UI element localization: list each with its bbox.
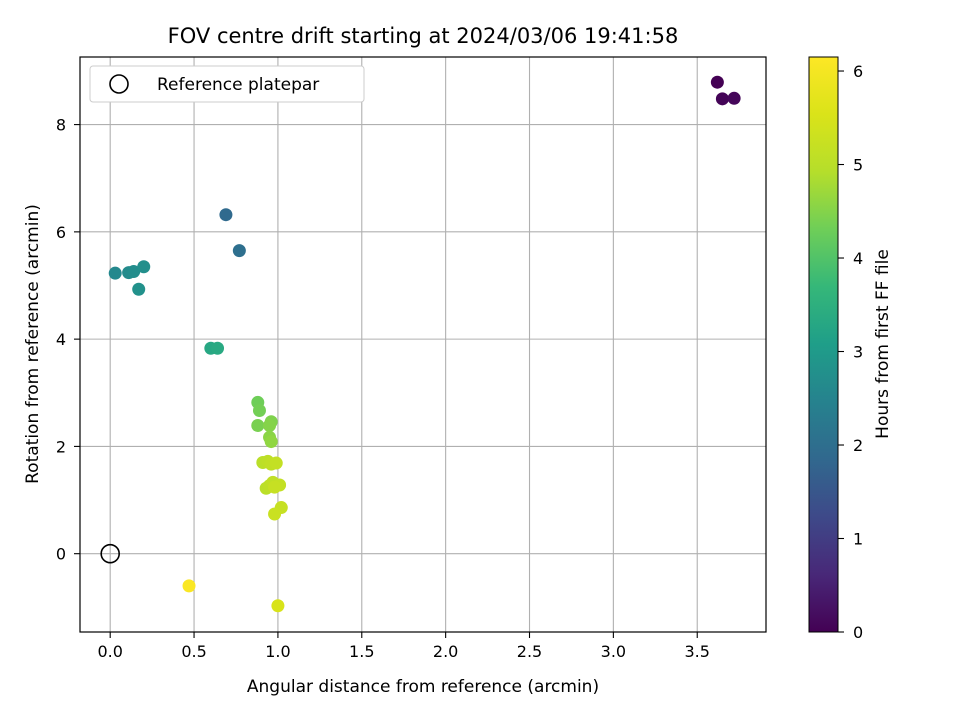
data-point [269,456,283,470]
grid [80,57,766,632]
colorbar-ticks: 0 1 2 3 4 5 6 [838,62,863,642]
colorbar-tick-label: 3 [853,343,863,362]
legend: Reference platepar [89,65,365,103]
data-point [182,579,196,593]
data-point [268,507,282,521]
data-point [268,480,282,494]
y-axis-ticks: 0 2 4 6 8 [56,116,80,564]
x-tick-label: 2.0 [433,642,458,661]
reference-platepar-marker [100,543,120,564]
colorbar-tick-label: 0 [853,623,863,642]
data-point [127,265,141,279]
y-tick-label: 8 [56,116,66,135]
legend-marker-icon [109,74,129,94]
x-axis-label: Angular distance from reference (arcmin) [247,677,599,697]
chart-title: FOV centre drift starting at 2024/03/06 … [168,24,679,48]
x-tick-label: 1.5 [349,642,374,661]
x-tick-label: 0.5 [181,642,206,661]
legend-entry-reference: Reference platepar [157,75,319,95]
y-tick-label: 6 [56,223,66,242]
colorbar-tick-label: 6 [853,62,863,81]
data-point [263,418,277,432]
x-tick-label: 0.0 [97,642,122,661]
colorbar: 0 1 2 3 4 5 6 Hours from first FF file [808,56,893,642]
colorbar-gradient [808,56,839,633]
colorbar-label: Hours from first FF file [873,249,893,439]
colorbar-tick-label: 1 [853,530,863,549]
data-point [108,266,122,280]
data-points [108,75,741,613]
y-tick-label: 4 [56,330,66,349]
data-point [264,435,278,449]
x-tick-label: 3.5 [685,642,710,661]
y-tick-label: 0 [56,545,66,564]
x-axis-ticks: 0.0 0.5 1.0 1.5 2.0 2.5 3.0 3.5 [97,632,710,661]
data-point [710,75,724,89]
x-tick-label: 3.0 [601,642,626,661]
y-axis-label: Rotation from reference (arcmin) [23,204,43,484]
data-point [232,244,246,258]
y-tick-label: 2 [56,437,66,456]
plot-frame [79,56,767,633]
legend-box [89,65,365,103]
data-point [251,418,265,432]
data-point [132,282,146,296]
x-tick-label: 1.0 [265,642,290,661]
x-tick-label: 2.5 [517,642,542,661]
data-point [271,599,285,613]
colorbar-tick-label: 2 [853,436,863,455]
data-point [211,341,225,355]
data-point [252,403,266,417]
data-point [219,208,233,222]
data-point [715,92,729,106]
data-point [727,91,741,105]
colorbar-tick-label: 4 [853,249,863,268]
colorbar-tick-label: 5 [853,156,863,175]
data-point [137,260,151,274]
